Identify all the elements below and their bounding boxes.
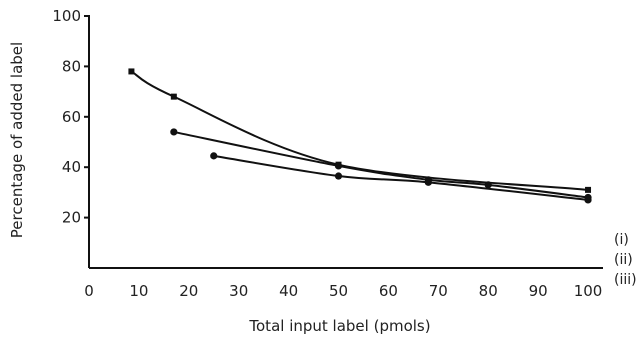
series-labels: (i) (ii) (iii) — [614, 232, 637, 288]
y-axis-title: Percentage of added label — [8, 42, 26, 238]
series-line-3 — [213, 154, 589, 201]
y-tick-label: 60 — [62, 108, 81, 126]
x-tick-label: 30 — [229, 282, 248, 300]
x-tick-label: 10 — [129, 282, 148, 300]
series-line-1 — [130, 70, 589, 191]
x-tick-label: 70 — [429, 282, 448, 300]
x-ticks: 0 10 20 30 40 50 60 70 80 90 100 — [84, 282, 602, 300]
axes — [88, 16, 603, 269]
y-ticks: 20 40 60 80 100 — [52, 7, 90, 227]
data-point — [128, 68, 135, 75]
x-tick-label: 20 — [179, 282, 198, 300]
data-point — [210, 152, 218, 160]
x-tick-label: 100 — [574, 282, 603, 300]
data-point — [334, 162, 343, 170]
data-point — [584, 196, 592, 204]
x-tick-label: 40 — [279, 282, 298, 300]
series-label-1: (i) — [614, 232, 629, 248]
x-axis-title: Total input label (pmols) — [248, 317, 430, 335]
y-tick-label: 40 — [62, 158, 81, 176]
data-point — [334, 172, 343, 180]
series-line-2 — [173, 130, 589, 199]
x-tick-label: 80 — [479, 282, 498, 300]
x-tick-label: 0 — [84, 282, 94, 300]
x-tick-label: 50 — [329, 282, 348, 300]
y-tick-label: 100 — [52, 7, 81, 25]
data-point — [424, 178, 432, 186]
y-tick-label: 80 — [62, 57, 81, 75]
data-point — [585, 186, 592, 193]
data-point — [170, 128, 178, 136]
series-label-3: (iii) — [614, 272, 637, 288]
x-tick-label: 90 — [529, 282, 548, 300]
data-point — [484, 181, 492, 189]
series-layer — [128, 68, 592, 204]
data-point — [170, 93, 177, 100]
x-tick-label: 60 — [379, 282, 398, 300]
series-label-2: (ii) — [614, 252, 633, 268]
y-tick-label: 20 — [62, 209, 81, 227]
